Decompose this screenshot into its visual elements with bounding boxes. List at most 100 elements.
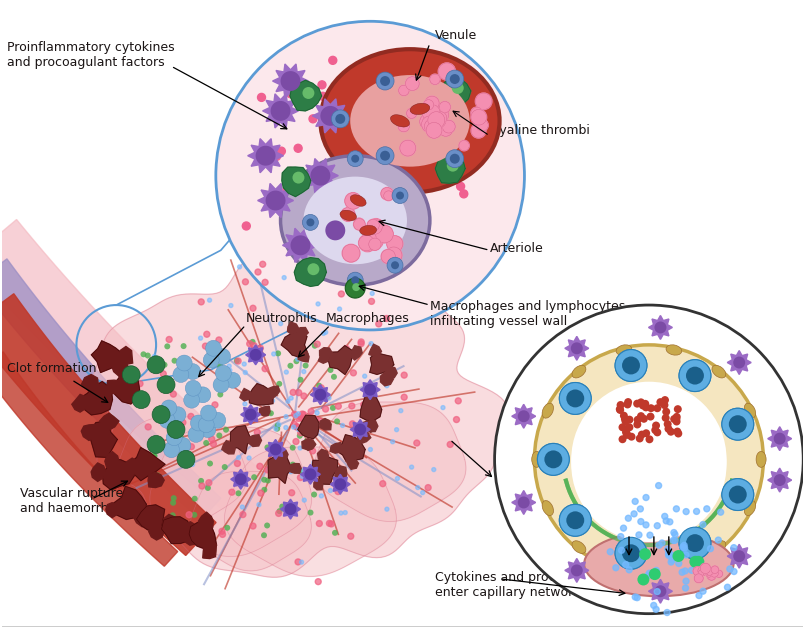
Circle shape	[295, 357, 299, 361]
Circle shape	[375, 253, 383, 261]
Circle shape	[311, 491, 317, 498]
Circle shape	[518, 410, 530, 422]
Circle shape	[351, 155, 359, 163]
Circle shape	[682, 568, 688, 574]
Circle shape	[320, 494, 324, 498]
Circle shape	[349, 146, 357, 154]
Circle shape	[303, 362, 308, 369]
Circle shape	[215, 348, 230, 365]
Circle shape	[295, 390, 302, 396]
Circle shape	[774, 474, 786, 486]
Circle shape	[629, 547, 637, 555]
Circle shape	[679, 527, 711, 559]
Circle shape	[699, 566, 705, 571]
Circle shape	[638, 506, 643, 512]
Circle shape	[679, 360, 711, 391]
Circle shape	[668, 559, 674, 565]
Circle shape	[178, 370, 184, 376]
Circle shape	[334, 478, 346, 490]
Circle shape	[270, 399, 275, 403]
Polygon shape	[81, 425, 99, 440]
Circle shape	[343, 345, 349, 352]
Circle shape	[170, 500, 176, 506]
Circle shape	[235, 358, 241, 364]
Circle shape	[297, 428, 300, 432]
Circle shape	[736, 418, 744, 426]
Polygon shape	[90, 421, 118, 457]
Circle shape	[270, 443, 275, 447]
Circle shape	[260, 261, 266, 267]
Polygon shape	[386, 366, 397, 379]
Circle shape	[698, 566, 708, 576]
Circle shape	[265, 467, 270, 473]
Circle shape	[219, 529, 225, 534]
Polygon shape	[311, 385, 330, 404]
Polygon shape	[266, 440, 286, 459]
Circle shape	[289, 470, 293, 474]
Circle shape	[672, 532, 678, 537]
Circle shape	[283, 461, 287, 464]
Circle shape	[573, 514, 581, 522]
Circle shape	[398, 85, 409, 96]
Circle shape	[618, 423, 626, 432]
Circle shape	[367, 233, 383, 249]
Circle shape	[626, 567, 632, 573]
Ellipse shape	[584, 532, 733, 596]
Circle shape	[171, 391, 176, 397]
Circle shape	[258, 490, 264, 496]
Circle shape	[298, 446, 302, 450]
Circle shape	[297, 468, 303, 474]
Polygon shape	[246, 345, 266, 365]
Polygon shape	[258, 183, 294, 217]
Circle shape	[176, 355, 192, 371]
Circle shape	[179, 360, 184, 367]
Circle shape	[280, 71, 300, 91]
Polygon shape	[190, 471, 312, 571]
Circle shape	[361, 402, 366, 408]
Polygon shape	[312, 457, 337, 484]
Circle shape	[162, 362, 167, 368]
Circle shape	[656, 542, 662, 548]
Circle shape	[303, 87, 315, 99]
Circle shape	[350, 370, 357, 376]
Circle shape	[406, 77, 419, 91]
Circle shape	[634, 420, 642, 428]
Circle shape	[471, 107, 482, 118]
Circle shape	[387, 257, 403, 273]
Circle shape	[315, 411, 319, 415]
Circle shape	[722, 479, 753, 510]
Text: Macrophages: Macrophages	[325, 312, 409, 325]
Circle shape	[353, 283, 360, 291]
Polygon shape	[0, 294, 216, 556]
Circle shape	[696, 593, 702, 598]
Circle shape	[268, 410, 274, 416]
Polygon shape	[727, 350, 751, 374]
Circle shape	[643, 495, 649, 500]
Circle shape	[364, 384, 376, 396]
Circle shape	[240, 512, 246, 518]
Circle shape	[669, 557, 675, 563]
Circle shape	[686, 367, 704, 384]
Circle shape	[241, 505, 245, 509]
Circle shape	[621, 415, 629, 423]
Polygon shape	[320, 348, 332, 358]
Circle shape	[217, 391, 223, 398]
Circle shape	[693, 370, 701, 377]
Polygon shape	[81, 374, 98, 393]
Circle shape	[729, 415, 747, 433]
Polygon shape	[282, 167, 311, 197]
Circle shape	[431, 147, 439, 155]
Circle shape	[615, 537, 647, 569]
Circle shape	[615, 537, 647, 569]
Circle shape	[667, 551, 672, 558]
Circle shape	[264, 444, 270, 450]
Circle shape	[369, 222, 382, 234]
Circle shape	[365, 133, 374, 141]
Text: Clot formation: Clot formation	[6, 362, 97, 375]
Circle shape	[421, 491, 425, 495]
Circle shape	[653, 607, 659, 612]
Circle shape	[323, 406, 328, 412]
Circle shape	[538, 444, 569, 475]
Circle shape	[142, 401, 149, 408]
Circle shape	[682, 545, 687, 551]
